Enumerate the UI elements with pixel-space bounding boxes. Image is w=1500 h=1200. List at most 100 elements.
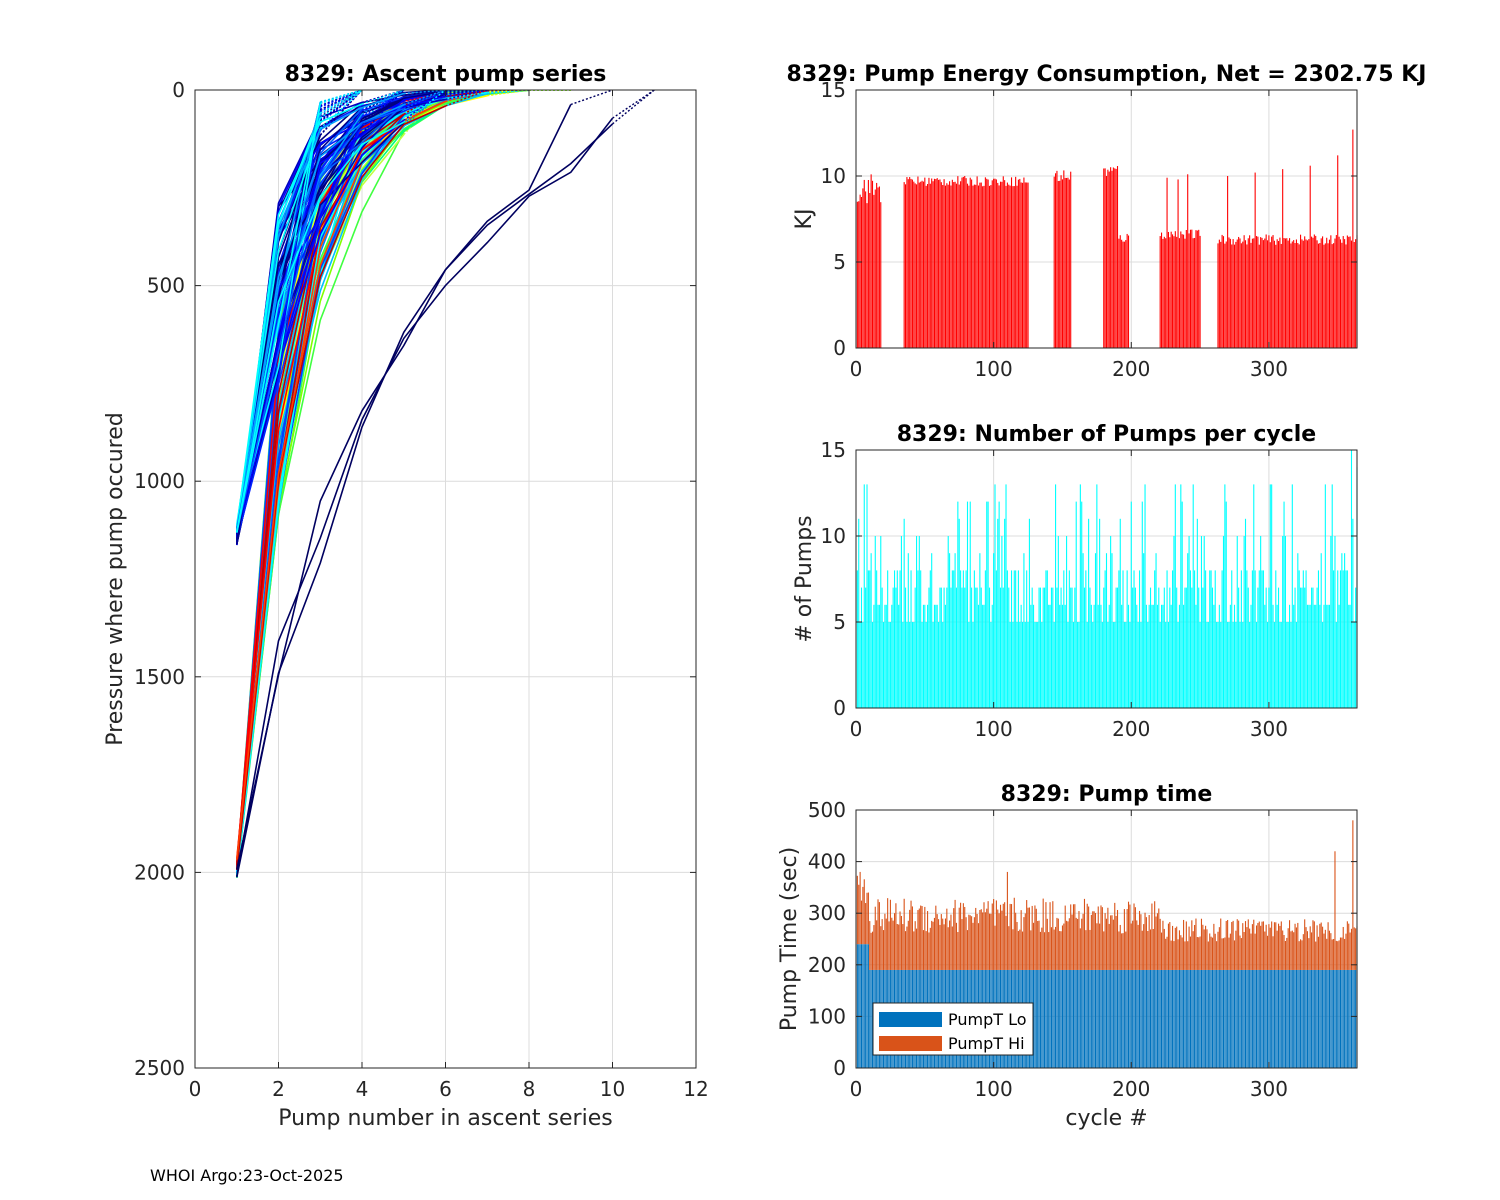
energy-bar: [1059, 180, 1061, 348]
pumps-bar: [1191, 587, 1193, 708]
pumpt-lo-bar: [866, 944, 868, 1068]
pumpt-lo-bar: [1210, 969, 1212, 1068]
pumps-bar: [1231, 570, 1233, 708]
pumpt-hi-bar: [968, 914, 970, 970]
pumps-bar: [918, 536, 920, 708]
pumpt-lo-bar: [1229, 969, 1231, 1068]
energy-bar: [954, 181, 956, 348]
pumps-bar: [1126, 570, 1128, 708]
energy-bar: [1323, 244, 1325, 348]
pumps-bar: [1265, 587, 1267, 708]
energy-bar: [936, 178, 938, 348]
pumpt-hi-bar: [884, 913, 886, 970]
pumpt-hi-bar: [869, 921, 871, 970]
y-tick-label: 0: [833, 696, 846, 720]
pumpt-lo-bar: [1331, 969, 1333, 1068]
pumps-bar: [1108, 604, 1110, 708]
x-tick-label: 0: [850, 357, 863, 381]
pumpt-hi-bar: [1250, 933, 1252, 970]
pumps-bar: [1149, 587, 1152, 708]
energy-bar: [1233, 244, 1236, 348]
energy-bar: [1023, 177, 1025, 348]
pumpt-hi-bar: [983, 902, 985, 970]
pumpt-hi-bar: [1105, 918, 1108, 970]
energy-bar: [1002, 176, 1004, 348]
pumpt-hi-bar: [1243, 931, 1245, 970]
pumpt-hi-bar: [1002, 903, 1004, 970]
x-tick-label: 0: [189, 1077, 202, 1101]
pumps-bar: [1030, 604, 1032, 708]
pumpt-lo-bar: [1144, 969, 1146, 1068]
energy-bar: [1055, 173, 1057, 348]
pumpt-lo-bar: [1101, 969, 1103, 1068]
energy-bar: [953, 182, 955, 348]
pumps-bar: [936, 604, 938, 708]
pumpt-hi-bar: [1258, 921, 1260, 970]
pumpt-hi-bar: [1233, 940, 1236, 970]
energy-bar: [950, 185, 952, 348]
pumps-bar: [965, 570, 967, 708]
pumps-bar: [1346, 570, 1348, 708]
pumpt-hi-bar: [1016, 922, 1018, 970]
pumps-bar: [982, 604, 984, 708]
pumps-bar: [1066, 536, 1068, 708]
pumpt-hi-bar: [982, 912, 984, 970]
pumpt-lo-bar: [1349, 969, 1351, 1068]
energy-bar: [1070, 171, 1072, 348]
pumps-bar: [1228, 622, 1230, 708]
legend-swatch: [879, 1012, 942, 1027]
energy-bar: [1265, 234, 1267, 348]
pumpt-hi-bar: [1061, 925, 1064, 970]
pumps-bar: [1005, 484, 1007, 708]
pumps-bar: [1048, 604, 1050, 708]
pumpt-hi-bar: [1152, 928, 1154, 970]
ascent-series-line: [236, 92, 446, 537]
pumpt-hi-bar: [1010, 904, 1013, 970]
axes-ascent: 0 2 4 6 8 10 12 0 500 1000 1500 2000 2500 8329: Ascen…: [103, 62, 709, 1131]
pumpt-hi-bar: [1137, 924, 1139, 970]
pumps-bar: [1202, 587, 1204, 708]
plot-area-energy: [856, 129, 1358, 349]
pumpt-hi-bar: [1286, 937, 1288, 970]
pumps-bar: [1068, 570, 1070, 708]
pumps-bar: [1009, 622, 1011, 708]
pumpt-hi-bar: [928, 932, 930, 970]
energy-bar: [1105, 176, 1108, 348]
pumpt-lo-bar: [1316, 969, 1318, 1068]
pumps-bar: [1111, 553, 1113, 708]
pumpt-lo-bar: [1279, 969, 1281, 1068]
pumpt-hi-bar: [1075, 917, 1077, 970]
pumps-bar: [1311, 587, 1313, 708]
energy-bar: [951, 179, 953, 348]
pumpt-hi-bar: [1254, 933, 1256, 970]
energy-bar: [1312, 237, 1314, 348]
pumpt-lo-bar: [1064, 969, 1066, 1068]
pumpt-hi-bar: [1133, 903, 1135, 970]
energy-bar: [1317, 243, 1320, 348]
pumpt-hi-bar: [1355, 928, 1357, 970]
pumpt-hi-bar: [1122, 933, 1124, 970]
pumpt-hi-bar: [925, 931, 927, 970]
energy-bar: [1269, 242, 1271, 348]
pumpt-lo-bar: [1130, 969, 1132, 1068]
pumpt-hi-bar: [1083, 898, 1086, 970]
pumpt-hi-bar: [1224, 937, 1226, 970]
pumps-bar: [1072, 622, 1075, 708]
pumpt-hi-bar: [1009, 903, 1011, 970]
energy-bar: [983, 185, 985, 348]
y-axis-label: KJ: [792, 209, 817, 230]
pumps-bar: [1261, 570, 1263, 708]
pumps-bar: [1094, 553, 1097, 708]
pumpt-lo-bar: [1112, 969, 1114, 1068]
energy-bar: [1315, 235, 1317, 348]
pumps-bar: [878, 604, 880, 708]
pumps-bar: [1203, 536, 1205, 708]
pumps-bar: [865, 587, 867, 708]
energy-bar: [1178, 238, 1180, 348]
ascent-series-tail: [487, 90, 530, 97]
pumpt-lo-bar: [1271, 969, 1273, 1068]
pumps-bar: [1333, 570, 1335, 708]
pumpt-lo-bar: [1079, 969, 1081, 1068]
pumpt-hi-bar: [1320, 922, 1322, 970]
pumpt-hi-bar: [1203, 929, 1205, 970]
